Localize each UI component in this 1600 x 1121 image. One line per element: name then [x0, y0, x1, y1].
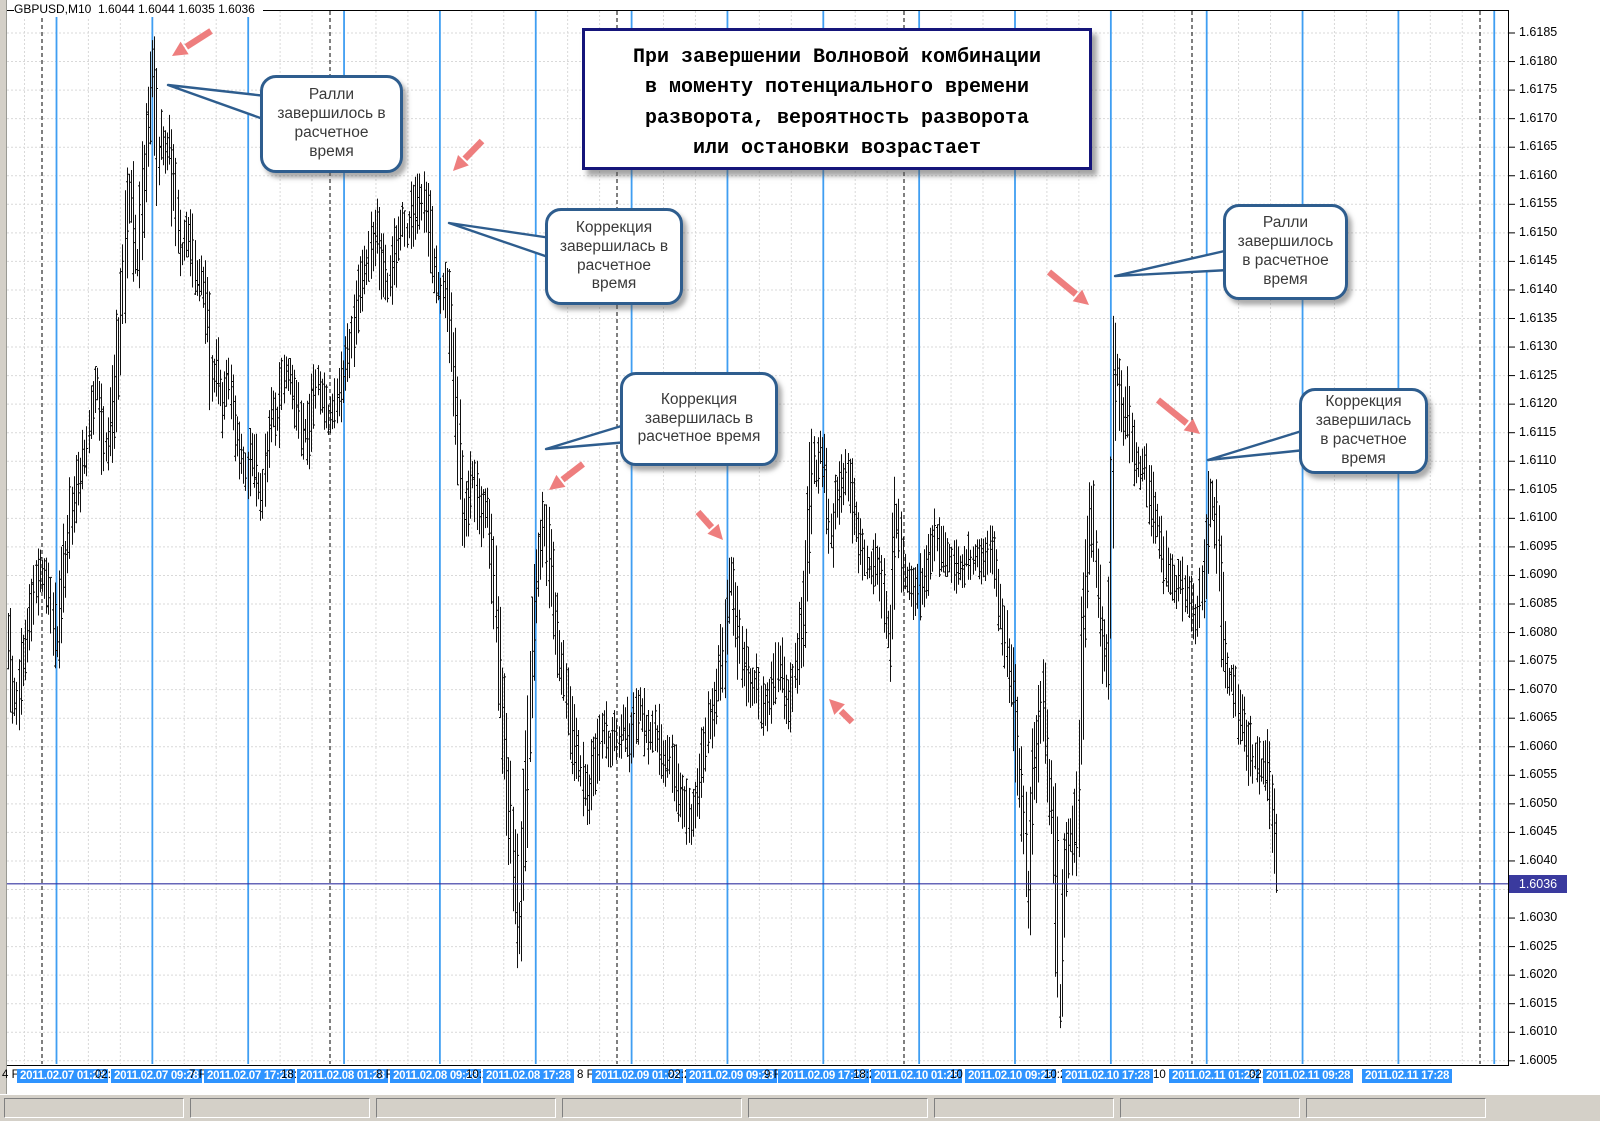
callout-rally-completed-1[interactable]: Ралли завершилось в расчетное время	[260, 75, 403, 173]
time-axis-label-highlighted: 2011.02.09 09:28	[686, 1069, 777, 1083]
callout-correction-completed-1[interactable]: Коррекция завершилась в расчетное время	[545, 208, 683, 305]
time-axis-label-highlighted: 2011.02.11 09:28	[1263, 1069, 1354, 1083]
current-price-badge: 1.6036	[1509, 874, 1567, 893]
price-axis-label: 1.6175	[1519, 82, 1558, 97]
price-axis-label: 1.6150	[1519, 224, 1558, 239]
time-axis-label-highlighted: 2011.02.07 09:28	[111, 1069, 202, 1083]
time-axis-label-highlighted: 2011.02.08 09:28	[390, 1069, 481, 1083]
note-line: в моменту потенциального времени	[644, 76, 1030, 100]
status-pane	[562, 1098, 742, 1118]
price-axis-label: 1.6095	[1519, 538, 1558, 553]
time-axis-label-highlighted: 2011.02.10 01:28	[871, 1069, 962, 1083]
time-axis[interactable]: 4 F 2011.02.07 01:28 02:2 2011.02.07 09:28 7…	[0, 1066, 1600, 1092]
price-axis-label: 1.6125	[1519, 367, 1558, 382]
status-pane	[190, 1098, 370, 1118]
price-axis-label: 1.6120	[1519, 396, 1558, 411]
time-axis-label-highlighted: 2011.02.11 01:28	[1169, 1069, 1260, 1083]
note-line: При завершении Волновой комбинации	[632, 46, 1042, 69]
time-axis-label: 8 F	[577, 1069, 594, 1081]
callout-text: Ралли завершилось в расчетное время	[277, 86, 386, 160]
price-axis-label: 1.6115	[1519, 424, 1557, 439]
price-axis-label: 1.6070	[1519, 681, 1558, 696]
time-axis-label: 10:2	[1044, 1069, 1067, 1081]
status-pane	[1306, 1098, 1486, 1118]
window-left-edge	[0, 0, 7, 1120]
status-pane	[376, 1098, 556, 1118]
time-axis-label: 18:2	[853, 1069, 876, 1081]
time-axis-label-highlighted: 2011.02.11 17:28	[1362, 1069, 1453, 1083]
status-pane	[748, 1098, 928, 1118]
callout-text: Коррекция завершилась в расчетное время	[1315, 393, 1412, 467]
time-axis-label-highlighted: 2011.02.09 17:28	[778, 1069, 869, 1083]
time-axis-label-highlighted: 2011.02.08 17:28	[483, 1069, 574, 1083]
price-axis-label: 1.6065	[1519, 710, 1558, 725]
callout-rally-completed-2[interactable]: Ралли завершилось в расчетное время	[1223, 204, 1348, 300]
status-bar	[0, 1094, 1600, 1121]
price-axis-label: 1.6110	[1519, 453, 1557, 468]
time-axis-label: 10	[1153, 1069, 1166, 1081]
price-axis-label: 1.6090	[1519, 567, 1558, 582]
price-axis-label: 1.6020	[1519, 967, 1558, 982]
price-axis[interactable]: 1.6185 1.6180 1.6175 1.6170 1.6165 1.6160 1.61…	[1508, 0, 1600, 1120]
status-pane	[1120, 1098, 1300, 1118]
time-axis-label: 8 F	[376, 1069, 393, 1081]
time-axis-label-highlighted: 2011.02.07 01:28	[17, 1069, 108, 1083]
status-pane	[4, 1098, 184, 1118]
price-axis-label: 1.6060	[1519, 738, 1558, 753]
price-axis-label: 1.6100	[1519, 510, 1558, 525]
price-axis-label: 1.6160	[1519, 167, 1558, 182]
time-axis-label: 02:2	[668, 1069, 691, 1081]
note-line: или остановки возрастает	[692, 137, 982, 161]
time-axis-label: 10:2	[466, 1069, 489, 1081]
price-axis-label: 1.6080	[1519, 624, 1558, 639]
status-pane	[934, 1098, 1114, 1118]
time-axis-label-highlighted: 2011.02.10 17:28	[1062, 1069, 1153, 1083]
price-axis-label: 1.6140	[1519, 281, 1558, 296]
price-axis-label: 1.6040	[1519, 852, 1558, 867]
note-box[interactable]: При завершении Волновой комбинации в мом…	[582, 28, 1092, 170]
price-axis-label: 1.6015	[1519, 995, 1558, 1010]
time-axis-label: 9 F	[764, 1069, 781, 1081]
price-axis-label: 1.6105	[1519, 481, 1558, 496]
callout-correction-completed-3[interactable]: Коррекция завершилась в расчетное время	[1299, 388, 1428, 474]
price-axis-label: 1.6045	[1519, 824, 1558, 839]
price-axis-label: 1.6135	[1519, 310, 1558, 325]
time-axis-label: 10	[950, 1069, 963, 1081]
price-axis-label: 1.6055	[1519, 767, 1558, 782]
price-axis-label: 1.6010	[1519, 1024, 1558, 1039]
time-axis-label-highlighted: 2011.02.09 01:28	[592, 1069, 683, 1083]
price-axis-label: 1.6050	[1519, 795, 1558, 810]
price-axis-label: 1.6155	[1519, 196, 1558, 211]
price-axis-label: 1.6075	[1519, 653, 1558, 668]
price-axis-label: 1.6165	[1519, 139, 1558, 154]
price-axis-label: 1.6185	[1519, 25, 1558, 39]
note-line: разворота, вероятность разворота	[644, 106, 1030, 130]
time-axis-label-highlighted: 2011.02.08 01:28	[297, 1069, 388, 1083]
price-axis-label: 1.6170	[1519, 110, 1558, 125]
callout-correction-completed-2[interactable]: Коррекция завершилась в расчетное время	[620, 372, 778, 466]
price-axis-label: 1.6145	[1519, 253, 1558, 268]
callout-text: Коррекция завершилась в расчетное время	[637, 390, 761, 446]
price-axis-label: 1.6085	[1519, 596, 1558, 610]
time-axis-label: 7 F	[189, 1069, 206, 1081]
price-axis-label: 1.6030	[1519, 910, 1558, 925]
time-axis-label-highlighted: 2011.02.10 09:28	[965, 1069, 1056, 1083]
price-axis-label: 1.6130	[1519, 339, 1558, 354]
price-axis-label: 1.6025	[1519, 938, 1558, 953]
time-axis-label: 4 F	[2, 1069, 19, 1081]
time-axis-label-highlighted: 2011.02.07 17:28	[204, 1069, 295, 1083]
chart-ohlc-title: GBPUSD,M10 1.6044 1.6044 1.6035 1.6036	[14, 2, 263, 17]
price-axis-label: 1.6180	[1519, 53, 1558, 68]
price-axis-label: 1.6005	[1519, 1052, 1558, 1067]
callout-text: Ралли завершилось в расчетное время	[1237, 214, 1334, 288]
time-axis-label: 02:	[1249, 1069, 1265, 1081]
callout-text: Коррекция завершилась в расчетное время	[559, 218, 669, 293]
